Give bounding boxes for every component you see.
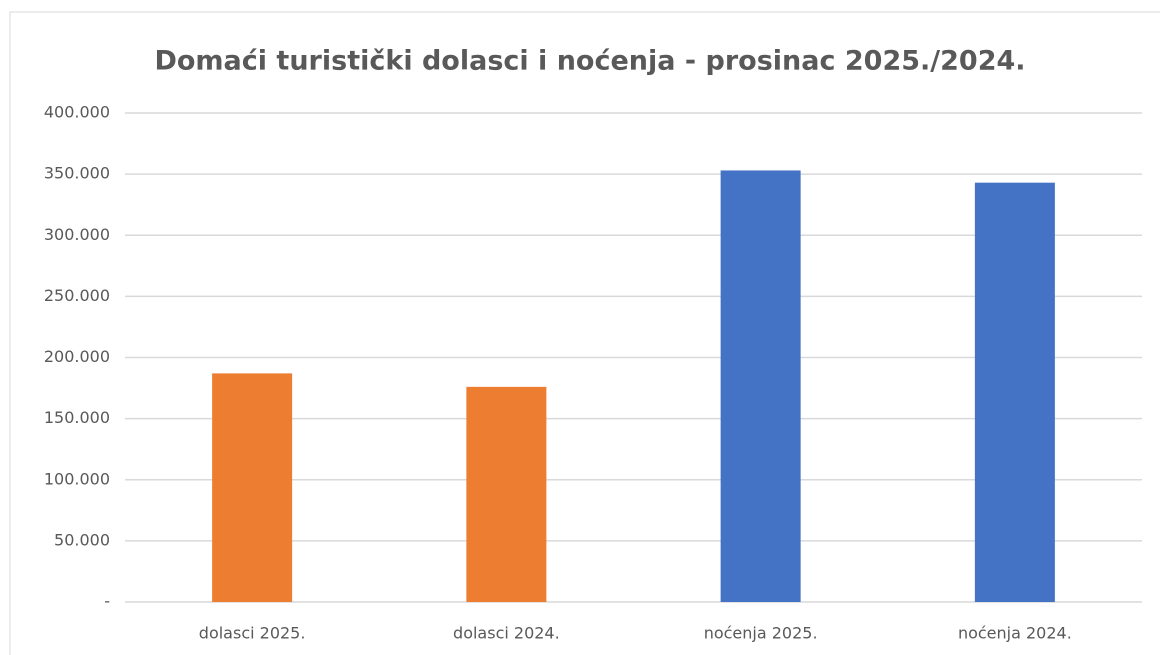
x-tick-label: noćenja 2024. <box>958 624 1072 643</box>
chart-title: Domaći turistički dolasci i noćenja - pr… <box>154 46 1025 77</box>
y-tick-label: 200.000 <box>44 347 110 366</box>
y-tick-label: 300.000 <box>44 225 110 244</box>
bar <box>212 373 293 602</box>
y-tick-label: 100.000 <box>44 469 110 488</box>
y-tick-label: 150.000 <box>44 408 110 427</box>
x-tick-label: noćenja 2025. <box>704 624 818 643</box>
bar <box>466 386 547 602</box>
chart-frame <box>9 11 1160 655</box>
x-tick-label: dolasci 2024. <box>453 624 560 643</box>
y-tick-label: 50.000 <box>54 530 110 549</box>
bar <box>974 182 1055 602</box>
y-tick-label: - <box>104 592 110 611</box>
y-tick-label: 250.000 <box>44 286 110 305</box>
bar <box>720 170 801 602</box>
y-tick-label: 400.000 <box>44 103 110 122</box>
y-tick-label: 350.000 <box>44 164 110 183</box>
x-tick-label: dolasci 2025. <box>199 624 306 643</box>
